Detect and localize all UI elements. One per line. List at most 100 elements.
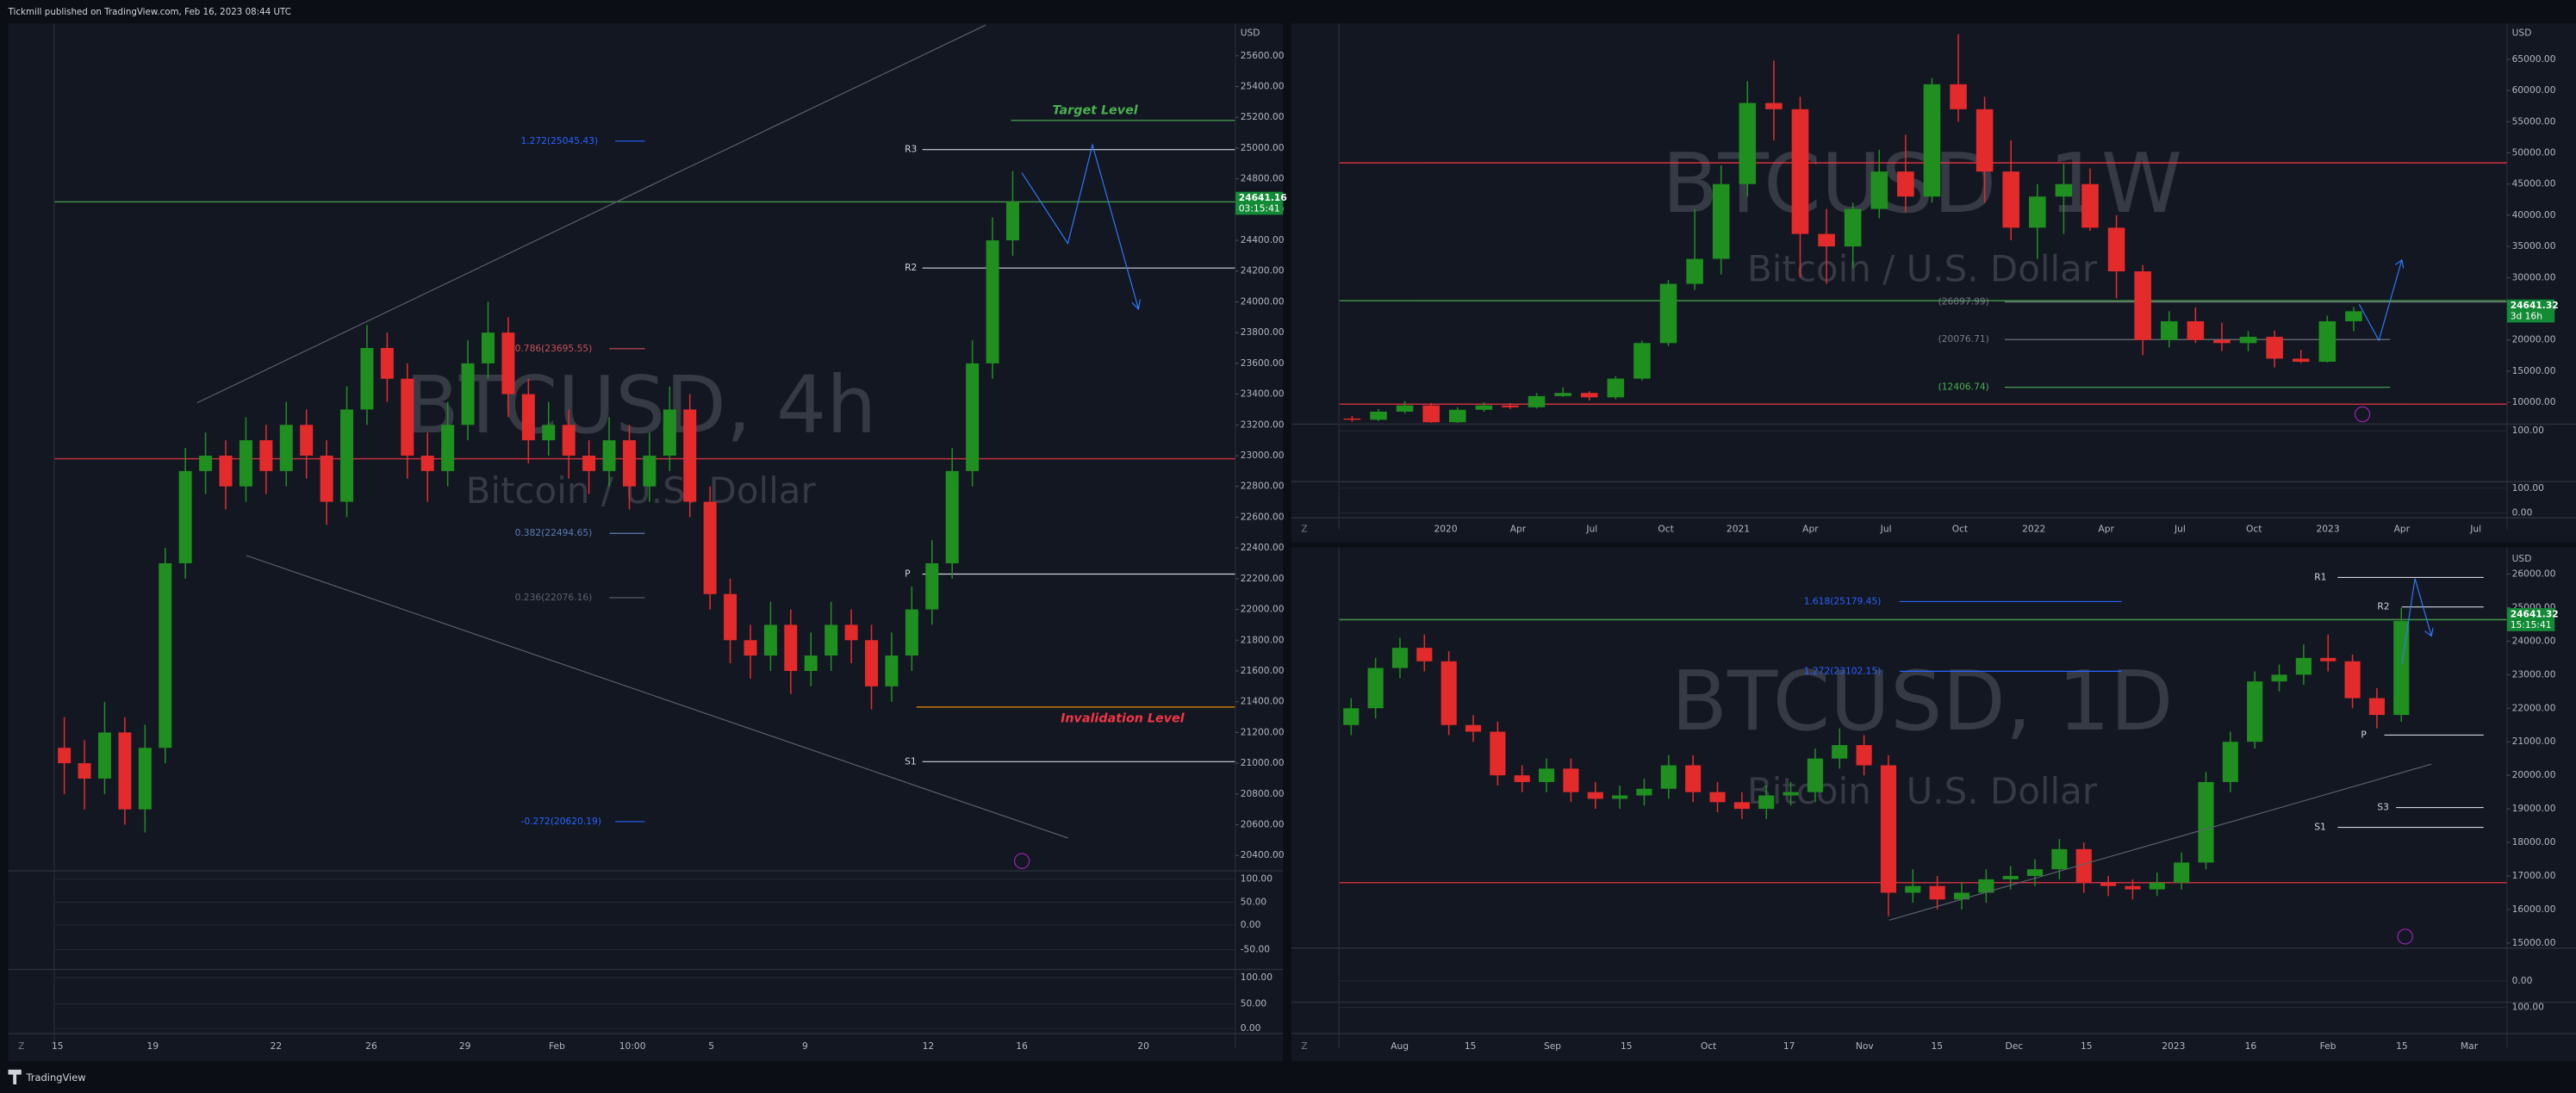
y-tick-label: 24800.00 [1241, 173, 1285, 184]
sub-pane-label: 50.00 [1241, 896, 1267, 907]
price-tag [2506, 608, 2555, 631]
x-tick-label: 20 [1137, 1040, 1149, 1052]
candle-body [1367, 668, 1384, 709]
candle-body [1580, 393, 1598, 398]
candle-body [2239, 337, 2257, 344]
candle-body [118, 732, 132, 810]
candle-body [1612, 795, 1628, 799]
candle-body [219, 456, 233, 487]
candle-body [78, 763, 91, 779]
y-tick-label: 24400.00 [1241, 234, 1285, 245]
candle-body [259, 440, 273, 471]
y-tick-label: 20600.00 [1241, 819, 1285, 830]
candle-body [1712, 183, 1730, 259]
candle-body [1765, 102, 1783, 109]
x-tick-label: Jul [2174, 523, 2186, 534]
y-tick-label: 22800.00 [1241, 481, 1285, 492]
candle-body [2295, 657, 2312, 675]
price-tag [2506, 299, 2555, 323]
candle-body [724, 593, 737, 641]
x-tick-label: Apr [2394, 523, 2411, 534]
zoom-button: Z [1301, 523, 1307, 534]
watermark-subtitle: Bitcoin / U.S. Dollar [466, 469, 817, 512]
x-tick-label: 16 [2245, 1040, 2257, 1052]
sub-pane-label: -50.00 [1241, 944, 1271, 955]
price-tag-timer: 15:15:41 [2511, 619, 2552, 630]
x-tick-label: 15 [2396, 1040, 2408, 1052]
x-tick-label: 9 [802, 1040, 808, 1052]
y-tick-label: 22000.00 [1241, 604, 1285, 615]
x-tick-label: 26 [365, 1040, 377, 1052]
x-tick-label: Jul [1585, 523, 1597, 534]
x-tick-label: Oct [1701, 1040, 1716, 1052]
y-tick-label: 24000.00 [1241, 295, 1285, 307]
y-tick-label: 40000.00 [2512, 209, 2556, 220]
panel [1291, 547, 2576, 1062]
y-tick-label: 21200.00 [1241, 726, 1285, 737]
plot: BTCUSD, 4h Bitcoin / U.S. Dollar 1.272(250… [53, 103, 1235, 833]
candle-body [1448, 409, 1466, 423]
candle-body [1739, 102, 1757, 184]
watermark-subtitle: Bitcoin / U.S. Dollar [1747, 770, 2098, 812]
watermark-subtitle: Bitcoin / U.S. Dollar [1747, 248, 2098, 290]
level-label: R2 [905, 262, 917, 273]
candle-body [2051, 848, 2068, 870]
candle-body [1856, 745, 1872, 766]
event-icon [2354, 406, 2371, 423]
panel [8, 23, 1284, 1062]
x-tick-label: 17 [1783, 1040, 1795, 1052]
y-tick-label: 16000.00 [2512, 904, 2556, 915]
candle-body [542, 425, 556, 441]
candle-body [1514, 775, 1530, 782]
candle-body [2344, 661, 2361, 699]
candle-body [602, 440, 616, 471]
x-tick-label: 5 [708, 1040, 714, 1052]
y-tick-label: 24000.00 [2512, 635, 2556, 646]
x-tick-label: Feb [2320, 1040, 2336, 1052]
price-tag-timer: 3d 16h [2511, 311, 2542, 322]
x-tick-label: Oct [1658, 523, 1673, 534]
sub-pane-label: 100.00 [2512, 482, 2545, 494]
candle-body [279, 425, 293, 471]
plot: BTCUSD, 1D Bitcoin / U.S. Dollar 1.618(251… [1339, 571, 2507, 916]
level-label: 0.786(23695.55) [515, 343, 593, 354]
x-tick-label: 10:00 [619, 1040, 646, 1052]
candle-body [521, 394, 535, 441]
candle-body [1807, 758, 1823, 792]
x-tick-label: Nov [1856, 1040, 1874, 1052]
drawings [8, 24, 2434, 1085]
candle-body [320, 456, 333, 502]
candle-body [865, 640, 879, 686]
candle-body [1502, 405, 1519, 407]
candle-body [562, 425, 576, 456]
candle-body [138, 748, 152, 810]
level-label: 0.382(22494.65) [515, 527, 593, 538]
candle-body [2320, 657, 2336, 661]
sub-pane-label: 0.00 [1241, 1022, 1261, 1034]
candle-body [1539, 768, 1555, 782]
x-tick-label: 15 [1465, 1040, 1477, 1052]
level-label: Target Level [1052, 103, 1138, 117]
candle-body [2107, 227, 2125, 272]
y-tick-label: 50000.00 [2512, 146, 2556, 158]
y-tick-label: 23200.00 [1241, 419, 1285, 430]
footer-text: TradingView [26, 1071, 86, 1084]
x-tick-label: 2023 [2316, 523, 2339, 534]
x-tick-label: 16 [1016, 1040, 1028, 1052]
sub-pane-label: 100.00 [2512, 425, 2545, 436]
y-tick-label: 21800.00 [1241, 634, 1285, 645]
candle-body [1554, 393, 1571, 396]
level-label: (26097.99) [1938, 296, 1989, 307]
y-tick-label: 23000.00 [1241, 450, 1285, 461]
candle-body [1659, 283, 1677, 344]
price-tag [1235, 191, 1284, 215]
candle-body [482, 332, 495, 363]
candle-body [683, 409, 697, 502]
x-tick-label: Sep [1544, 1040, 1561, 1052]
sub-pane-label: 100.00 [2512, 1001, 2545, 1012]
candle-body [1783, 792, 1799, 796]
watermark-title: BTCUSD, 1D [1671, 655, 2174, 749]
candle-body [2318, 320, 2336, 363]
currency-label: USD [1241, 28, 1260, 39]
